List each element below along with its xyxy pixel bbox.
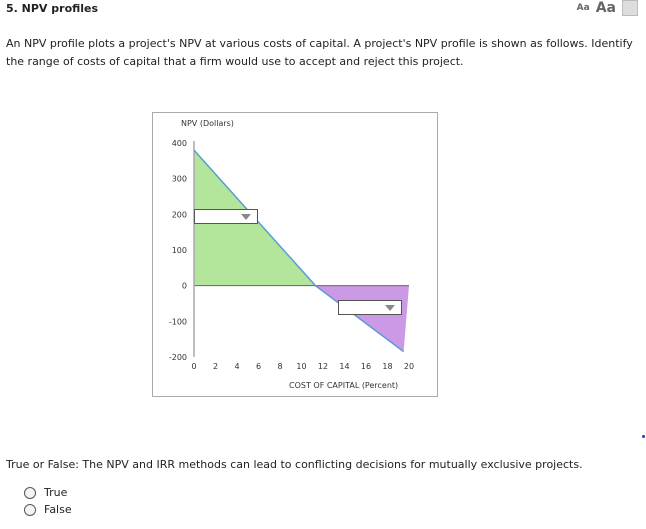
- radio-label: False: [44, 503, 72, 516]
- y-tick-label: -100: [169, 317, 187, 326]
- y-tick-label: 0: [182, 282, 187, 291]
- radio-true[interactable]: True: [24, 486, 67, 499]
- y-tick-label: -200: [169, 353, 187, 362]
- x-tick-label: 2: [213, 362, 218, 371]
- chart-svg: NPV (Dollars) COST OF CAPITAL (Percent) …: [169, 119, 414, 390]
- x-tick-label: 14: [339, 362, 349, 371]
- radio-false[interactable]: False: [24, 503, 72, 516]
- accept-range-dropdown[interactable]: [194, 209, 258, 224]
- question-title: 5. NPV profiles: [6, 2, 99, 15]
- question-text: An NPV profile plots a project's NPV at …: [6, 37, 633, 68]
- npv-chart: NPV (Dollars) COST OF CAPITAL (Percent) …: [152, 112, 438, 397]
- x-axis-label: COST OF CAPITAL (Percent): [289, 381, 398, 390]
- y-axis-label: NPV (Dollars): [181, 119, 234, 128]
- font-small-button[interactable]: Aa: [576, 3, 590, 13]
- marker-dot: [642, 435, 645, 438]
- radio-label: True: [44, 486, 68, 499]
- x-tick-label: 0: [191, 362, 196, 371]
- x-tick-label: 12: [318, 362, 328, 371]
- x-tick-label: 20: [404, 362, 414, 371]
- npv-line: [193, 149, 405, 353]
- radio-circle[interactable]: [24, 503, 36, 516]
- x-tick-label: 8: [277, 362, 282, 371]
- x-tick-label: 18: [382, 362, 392, 371]
- reject-range-dropdown[interactable]: [338, 300, 402, 315]
- x-tick-label: 16: [361, 362, 371, 371]
- chevron-down-icon: [241, 214, 251, 220]
- y-tick-label: 300: [172, 175, 187, 184]
- toolbar: Aa Aa: [577, 0, 638, 16]
- x-tick-label: 10: [296, 362, 306, 371]
- chevron-down-icon: [385, 305, 395, 311]
- x-tick-label: 4: [234, 362, 239, 371]
- y-tick-label: 100: [172, 246, 187, 255]
- print-icon[interactable]: [622, 0, 638, 16]
- y-tick-label: 200: [172, 210, 187, 219]
- x-tick-label: 6: [256, 362, 261, 371]
- font-large-button[interactable]: Aa: [595, 0, 616, 16]
- tf-question: True or False: The NPV and IRR methods c…: [6, 458, 583, 471]
- radio-circle[interactable]: [24, 486, 36, 499]
- y-tick-label: 400: [172, 139, 187, 148]
